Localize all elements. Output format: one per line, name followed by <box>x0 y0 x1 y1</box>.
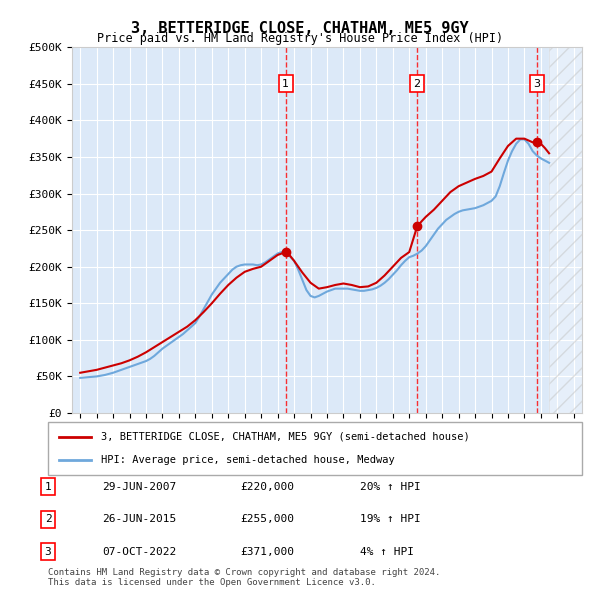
Text: 3, BETTERIDGE CLOSE, CHATHAM, ME5 9GY (semi-detached house): 3, BETTERIDGE CLOSE, CHATHAM, ME5 9GY (s… <box>101 432 470 442</box>
Text: 3: 3 <box>44 547 52 556</box>
Text: £255,000: £255,000 <box>240 514 294 524</box>
Polygon shape <box>549 47 582 413</box>
Text: 1: 1 <box>282 79 289 88</box>
Text: £371,000: £371,000 <box>240 547 294 556</box>
Text: 3, BETTERIDGE CLOSE, CHATHAM, ME5 9GY: 3, BETTERIDGE CLOSE, CHATHAM, ME5 9GY <box>131 21 469 35</box>
Text: £220,000: £220,000 <box>240 482 294 491</box>
Text: Price paid vs. HM Land Registry's House Price Index (HPI): Price paid vs. HM Land Registry's House … <box>97 32 503 45</box>
Text: HPI: Average price, semi-detached house, Medway: HPI: Average price, semi-detached house,… <box>101 455 395 465</box>
Text: 4% ↑ HPI: 4% ↑ HPI <box>360 547 414 556</box>
Text: 29-JUN-2007: 29-JUN-2007 <box>102 482 176 491</box>
Text: 19% ↑ HPI: 19% ↑ HPI <box>360 514 421 524</box>
Text: 3: 3 <box>533 79 541 88</box>
FancyBboxPatch shape <box>48 422 582 475</box>
Text: 2: 2 <box>44 514 52 524</box>
Text: 26-JUN-2015: 26-JUN-2015 <box>102 514 176 524</box>
Text: Contains HM Land Registry data © Crown copyright and database right 2024.
This d: Contains HM Land Registry data © Crown c… <box>48 568 440 587</box>
Text: 20% ↑ HPI: 20% ↑ HPI <box>360 482 421 491</box>
Text: 2: 2 <box>413 79 421 88</box>
Text: 1: 1 <box>44 482 52 491</box>
Text: 07-OCT-2022: 07-OCT-2022 <box>102 547 176 556</box>
